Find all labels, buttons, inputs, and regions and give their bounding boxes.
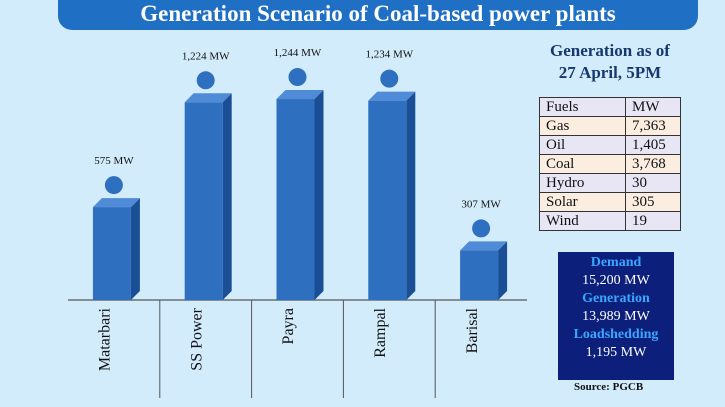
fuel-mw: 7,363: [625, 116, 681, 136]
bar: [460, 250, 499, 300]
bar-top: [368, 91, 416, 101]
fuel-mw: 305: [625, 192, 681, 212]
chart-title: Generation Scenario of Coal-based power …: [58, 0, 698, 30]
data-label: 575 MW: [94, 155, 134, 167]
fuel-name: Hydro: [539, 173, 626, 193]
fuel-header-fuels: Fuels: [539, 97, 626, 117]
bar-dot: [288, 68, 307, 87]
chart-grid: [68, 299, 527, 398]
table-row: Oil 1,405: [539, 135, 681, 155]
fuel-name: Coal: [539, 154, 626, 174]
loadshedding-label: Loadshedding: [573, 327, 659, 342]
bar: [368, 100, 407, 301]
fuel-name: Solar: [539, 192, 626, 212]
bar-top: [276, 90, 324, 100]
table-row: Gas 7,363: [539, 116, 681, 136]
demand-label: Demand: [590, 255, 642, 270]
chart-bars: [92, 68, 508, 301]
fuel-table: Fuels MW Gas 7,363 Oil 1,405 Coal 3,768 …: [539, 97, 681, 231]
fuel-name: Wind: [539, 211, 626, 231]
generation-heading-line1: Generation as of: [550, 41, 670, 60]
bar-side: [222, 93, 232, 301]
generation-heading-line2: 27 April, 5PM: [558, 63, 662, 82]
loadshedding-value: 1,195 MW: [585, 345, 647, 360]
source-note: Source: PGCB: [574, 381, 644, 393]
bar-dot: [472, 219, 491, 238]
bar: [276, 99, 315, 301]
fuel-mw: 1,405: [625, 135, 681, 155]
category-label: Barisal: [464, 307, 481, 353]
fuel-mw: 19: [625, 211, 681, 231]
data-label: 1,234 MW: [365, 49, 413, 61]
bar: [184, 102, 223, 301]
bar-dot: [380, 69, 399, 88]
category-label: SS Power: [188, 307, 205, 370]
data-label: 1,224 MW: [182, 50, 230, 62]
fuel-header-mw: MW: [625, 97, 681, 117]
bar-side: [130, 198, 140, 300]
category-label: Rampal: [372, 307, 389, 357]
table-row: Hydro 30: [539, 173, 681, 193]
data-label: 1,244 MW: [274, 47, 322, 59]
fuel-mw: 3,768: [625, 154, 681, 174]
bar-side: [406, 91, 416, 301]
summary-box: Demand 15,200 MW Generation 13,989 MW Lo…: [558, 252, 674, 380]
category-label: Matarbari: [97, 307, 114, 371]
bar-dot: [104, 176, 123, 195]
generation-heading: Generation as of 27 April, 5PM: [530, 40, 690, 84]
chart-labels: 575 MW Matarbari 1,224 MW SS Power 1,244 MW P…: [94, 47, 501, 371]
fuel-name: Gas: [539, 116, 626, 136]
bar-top: [460, 241, 508, 251]
bar-top: [92, 198, 140, 208]
fuel-name: Oil: [539, 135, 626, 155]
bar-side: [314, 90, 324, 301]
fuel-mw: 30: [625, 173, 681, 193]
demand-value: 15,200 MW: [582, 273, 650, 288]
table-row: Wind 19: [539, 211, 681, 231]
bar-side: [498, 241, 508, 300]
category-label: Payra: [280, 308, 297, 344]
table-row: Solar 305: [539, 192, 681, 212]
generation-label: Generation: [582, 291, 650, 306]
table-row: Coal 3,768: [539, 154, 681, 174]
data-label: 307 MW: [461, 198, 501, 210]
generation-value: 13,989 MW: [582, 309, 650, 324]
bar: [92, 207, 131, 300]
bar-top: [184, 93, 232, 103]
fuel-table-header: Fuels MW: [539, 97, 681, 117]
bar-dot: [196, 71, 215, 90]
